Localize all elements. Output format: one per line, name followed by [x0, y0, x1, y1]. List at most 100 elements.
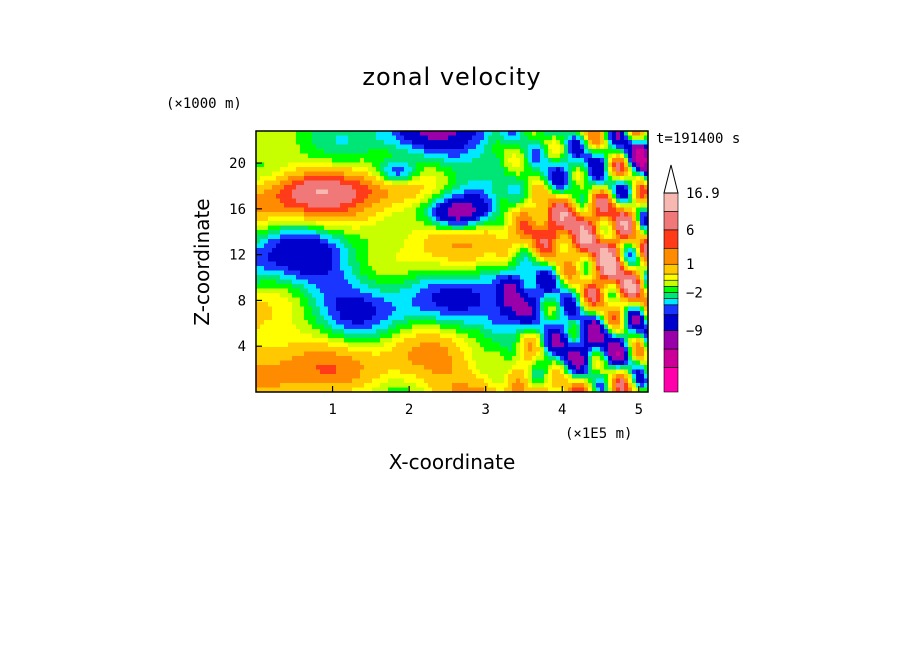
field-cell	[292, 338, 297, 344]
field-cell	[620, 149, 625, 155]
field-cell	[388, 270, 393, 276]
field-cell	[280, 302, 285, 308]
field-cell	[380, 270, 385, 276]
field-cell	[440, 203, 445, 209]
field-cell	[272, 261, 277, 267]
field-cell	[420, 167, 425, 173]
field-cell	[440, 185, 445, 191]
field-cell	[504, 302, 509, 308]
field-cell	[508, 234, 513, 240]
field-cell	[600, 311, 605, 317]
field-cell	[356, 239, 361, 245]
field-cell	[304, 293, 309, 299]
heatmap-plot-area	[255, 130, 649, 393]
field-cell	[464, 203, 469, 209]
field-cell	[292, 333, 297, 339]
field-cell	[304, 198, 309, 204]
field-cell	[460, 270, 465, 276]
field-cell	[524, 194, 529, 200]
field-cell	[556, 293, 561, 299]
field-cell	[452, 239, 457, 245]
field-cell	[284, 167, 289, 173]
field-cell	[484, 207, 489, 213]
field-cell	[364, 207, 369, 213]
field-cell	[564, 293, 569, 299]
field-cell	[272, 356, 277, 362]
field-cell	[600, 153, 605, 159]
field-cell	[488, 230, 493, 236]
field-cell	[400, 315, 405, 321]
field-cell	[316, 266, 321, 272]
field-cell	[304, 342, 309, 348]
field-cell	[584, 221, 589, 227]
field-cell	[492, 171, 497, 177]
field-cell	[480, 284, 485, 290]
field-cell	[324, 185, 329, 191]
field-cell	[456, 302, 461, 308]
field-cell	[452, 162, 457, 168]
field-cell	[528, 288, 533, 294]
field-cell	[392, 311, 397, 317]
field-cell	[468, 293, 473, 299]
field-cell	[324, 257, 329, 263]
field-cell	[260, 320, 265, 326]
field-cell	[268, 261, 273, 267]
field-cell	[388, 284, 393, 290]
field-cell	[296, 149, 301, 155]
field-cell	[436, 144, 441, 150]
field-cell	[468, 279, 473, 285]
field-cell	[340, 257, 345, 263]
field-cell	[544, 284, 549, 290]
field-cell	[524, 234, 529, 240]
field-cell	[420, 144, 425, 150]
field-cell	[568, 216, 573, 222]
field-cell	[576, 239, 581, 245]
field-cell	[608, 207, 613, 213]
field-cell	[616, 212, 621, 218]
field-cell	[556, 284, 561, 290]
field-cell	[616, 153, 621, 159]
field-cell	[272, 239, 277, 245]
field-cell	[448, 180, 453, 186]
field-cell	[564, 239, 569, 245]
field-cell	[628, 297, 633, 303]
field-cell	[264, 171, 269, 177]
field-cell	[380, 221, 385, 227]
field-cell	[276, 230, 281, 236]
field-cell	[316, 216, 321, 222]
field-cell	[324, 171, 329, 177]
field-cell	[496, 131, 501, 137]
field-cell	[260, 302, 265, 308]
field-cell	[392, 356, 397, 362]
field-cell	[400, 279, 405, 285]
field-cell	[484, 320, 489, 326]
field-cell	[508, 158, 513, 164]
field-cell	[440, 342, 445, 348]
field-cell	[384, 216, 389, 222]
field-cell	[416, 342, 421, 348]
field-cell	[360, 302, 365, 308]
field-cell	[344, 158, 349, 164]
field-cell	[348, 257, 353, 263]
field-cell	[528, 207, 533, 213]
field-cell	[396, 225, 401, 231]
field-cell	[532, 293, 537, 299]
field-cell	[488, 198, 493, 204]
field-cell	[364, 351, 369, 357]
field-cell	[284, 288, 289, 294]
field-cell	[396, 288, 401, 294]
field-cell	[312, 149, 317, 155]
field-cell	[396, 216, 401, 222]
field-cell	[632, 293, 637, 299]
field-cell	[372, 266, 377, 272]
field-cell	[480, 153, 485, 159]
field-cell	[600, 203, 605, 209]
field-cell	[636, 149, 641, 155]
field-cell	[396, 356, 401, 362]
field-cell	[552, 266, 557, 272]
field-cell	[324, 180, 329, 186]
field-cell	[552, 297, 557, 303]
field-cell	[540, 266, 545, 272]
field-cell	[504, 356, 509, 362]
field-cell	[400, 230, 405, 236]
